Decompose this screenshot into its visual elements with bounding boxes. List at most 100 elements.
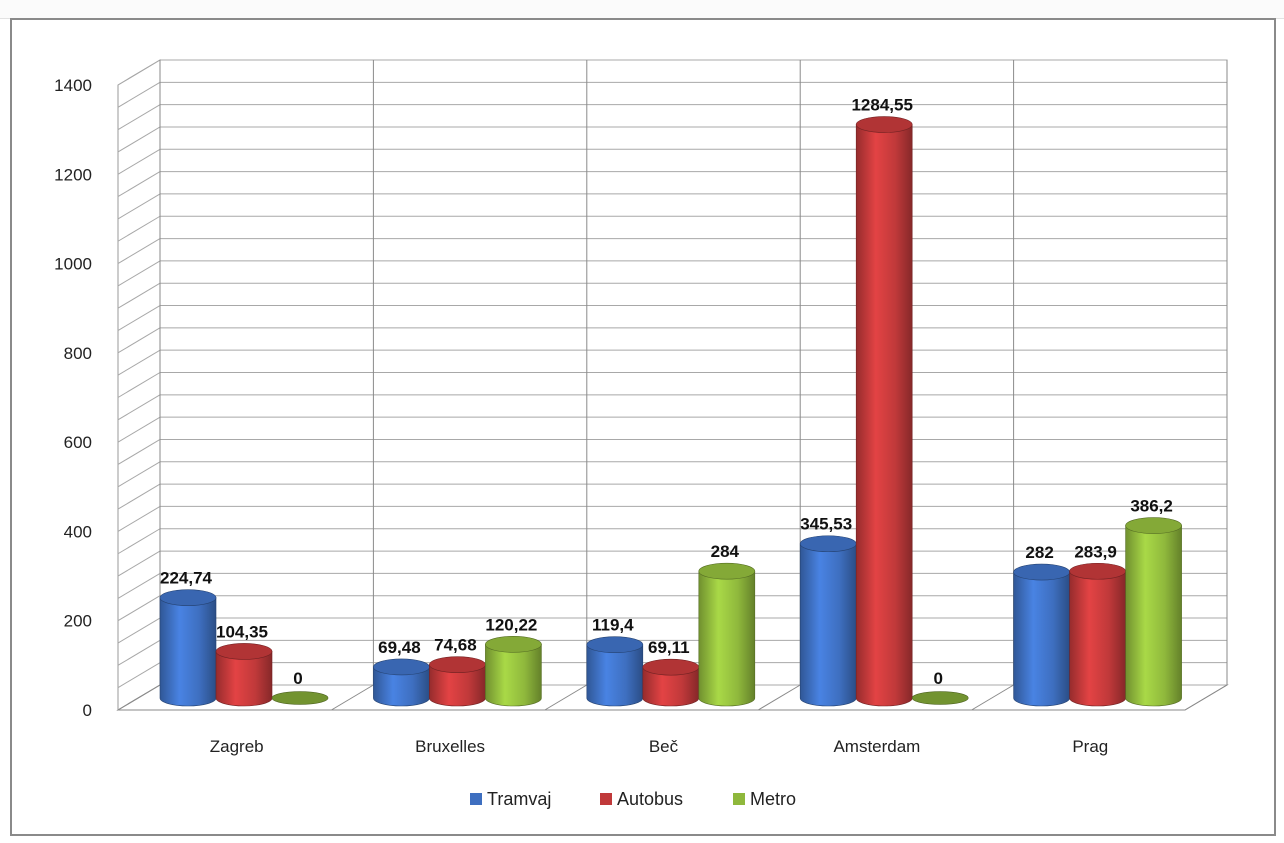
bar [586, 636, 644, 707]
bar [799, 535, 857, 707]
bar-body [1013, 571, 1070, 707]
data-label: 104,35 [216, 622, 268, 641]
bar [373, 658, 430, 707]
gridline-side [117, 461, 161, 488]
floor-divider [757, 684, 801, 711]
gridline-side [117, 617, 161, 644]
gridline-side [117, 104, 161, 131]
gridline-side [117, 126, 161, 153]
data-label: 0 [933, 669, 942, 688]
gridline-side [117, 238, 161, 265]
gridline-side [117, 483, 161, 510]
gridline-side [117, 148, 161, 175]
bar [429, 656, 486, 707]
bar-top [855, 116, 913, 133]
y-axis-ticks: 0 200 400 600 800 1000 1200 1400 [54, 76, 92, 720]
bar-top [698, 562, 756, 580]
x-category-label: Beč [649, 737, 679, 756]
legend-swatch [733, 793, 745, 805]
bar-top [1013, 563, 1070, 581]
gridline-side [117, 81, 161, 108]
bar-body [215, 651, 273, 707]
gridline-side [117, 639, 161, 666]
bar [911, 691, 969, 705]
bar-body [1125, 525, 1182, 707]
gridline-side [117, 327, 161, 354]
data-label: 284 [711, 542, 740, 561]
gridline-side [117, 215, 161, 242]
bar-top [215, 643, 273, 660]
y-tick-label: 600 [64, 433, 92, 452]
legend-swatch [600, 793, 612, 805]
legend-swatch [470, 793, 482, 805]
bar-body [586, 644, 644, 707]
x-category-label: Zagreb [210, 737, 264, 756]
bars [159, 116, 1182, 707]
data-label: 119,4 [592, 616, 634, 635]
data-label: 74,68 [434, 636, 477, 655]
floor-divider [544, 684, 588, 711]
y-tick-label: 1200 [54, 165, 92, 184]
legend-item: Tramvaj [470, 789, 551, 809]
floor-divider [1184, 684, 1228, 711]
gridline-side [117, 282, 161, 309]
gridline-side [117, 505, 161, 532]
legend-label: Autobus [617, 789, 683, 809]
bar-body [698, 570, 756, 707]
y-tick-label: 0 [83, 701, 92, 720]
y-tick-label: 800 [64, 344, 92, 363]
data-label: 283,9 [1074, 542, 1117, 561]
bar-top [1069, 562, 1126, 580]
gridline-side [117, 59, 161, 86]
gridline-side [117, 416, 161, 443]
bar [1069, 562, 1126, 707]
data-label: 282 [1025, 543, 1053, 562]
gridline-side [117, 572, 161, 599]
bar-body [799, 543, 857, 707]
bar-body [642, 666, 700, 707]
bar [855, 116, 913, 707]
bar [271, 691, 329, 705]
gridline-side [117, 171, 161, 198]
bar-body [429, 664, 486, 707]
bar-top [271, 691, 329, 705]
data-label: 345,53 [800, 515, 852, 534]
data-label: 69,48 [378, 638, 421, 657]
gridline-side [117, 528, 161, 555]
floor-divider [971, 684, 1014, 711]
bar-top [485, 636, 542, 653]
bar-top [642, 658, 700, 676]
y-tick-label: 400 [64, 522, 92, 541]
bar [1125, 517, 1182, 707]
gridline-side [117, 662, 161, 689]
data-label: 69,11 [648, 638, 690, 657]
x-category-label: Bruxelles [415, 737, 485, 756]
data-label: 386,2 [1130, 497, 1173, 516]
y-tick-label: 1400 [54, 76, 92, 95]
x-category-label: Amsterdam [833, 737, 920, 756]
data-label: 1284,55 [851, 96, 912, 115]
gridline-side [117, 260, 161, 287]
bar-top [911, 691, 969, 705]
bar-top [799, 535, 857, 553]
bar-top [373, 658, 430, 676]
gridline-side [117, 193, 161, 220]
bar-top [429, 656, 486, 673]
data-label: 120,22 [485, 615, 537, 634]
data-label: 0 [293, 669, 302, 688]
bar-top [586, 636, 644, 653]
bar [159, 589, 217, 707]
data-labels: 224,74 104,35 0 69,48 74,68 120,22 119,4 69,11 2… [160, 96, 1173, 688]
legend-label: Metro [750, 789, 796, 809]
x-category-label: Prag [1072, 737, 1108, 756]
bar [1013, 563, 1070, 707]
legend[interactable]: Tramvaj Autobus Metro [470, 789, 796, 809]
bar [698, 562, 756, 707]
gridline-side [117, 394, 161, 421]
bar [215, 643, 273, 707]
gridline-side [117, 595, 161, 622]
bar-body [485, 644, 542, 707]
legend-label: Tramvaj [487, 789, 551, 809]
x-axis-categories: Zagreb Bruxelles Beč Amsterdam Prag [210, 737, 1108, 756]
